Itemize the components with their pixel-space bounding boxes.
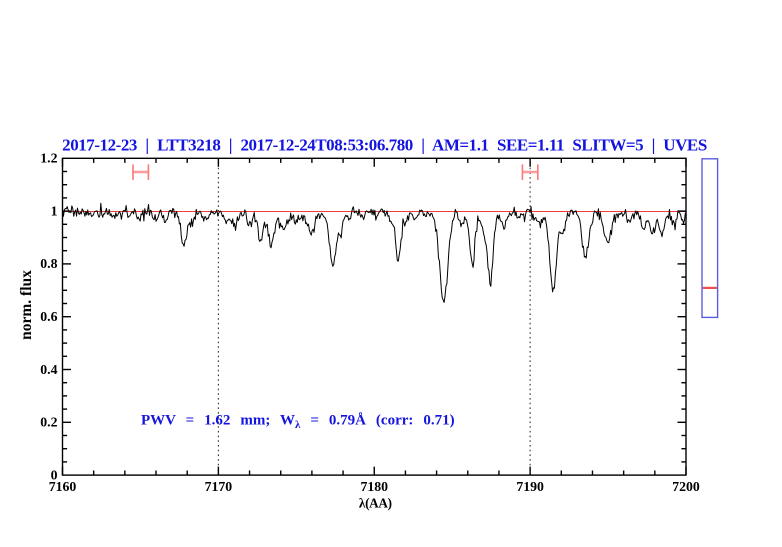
svg-text:7180: 7180 — [360, 479, 388, 494]
svg-text:7190: 7190 — [516, 479, 544, 494]
svg-text:7170: 7170 — [205, 479, 233, 494]
svg-text:1.2: 1.2 — [40, 151, 57, 166]
svg-text:0.6: 0.6 — [40, 309, 57, 324]
svg-text:2017-12-23 | LTT3218 | 2017-12: 2017-12-23 | LTT3218 | 2017-12-24T08:53:… — [62, 136, 707, 155]
svg-text:PWV = 1.62 mm; Wλ = 0.79Å (cor: PWV = 1.62 mm; Wλ = 0.79Å (corr: 0.71) — [141, 413, 455, 432]
svg-text:7200: 7200 — [672, 479, 700, 494]
svg-text:0: 0 — [51, 467, 58, 482]
svg-text:norm. flux: norm. flux — [18, 270, 35, 340]
svg-text:0.8: 0.8 — [40, 256, 57, 271]
svg-text:0.4: 0.4 — [40, 362, 57, 377]
svg-text:0.2: 0.2 — [40, 415, 57, 430]
svg-text:1: 1 — [51, 203, 58, 218]
svg-text:λ(AA): λ(AA) — [359, 496, 392, 511]
svg-text:7160: 7160 — [49, 479, 77, 494]
